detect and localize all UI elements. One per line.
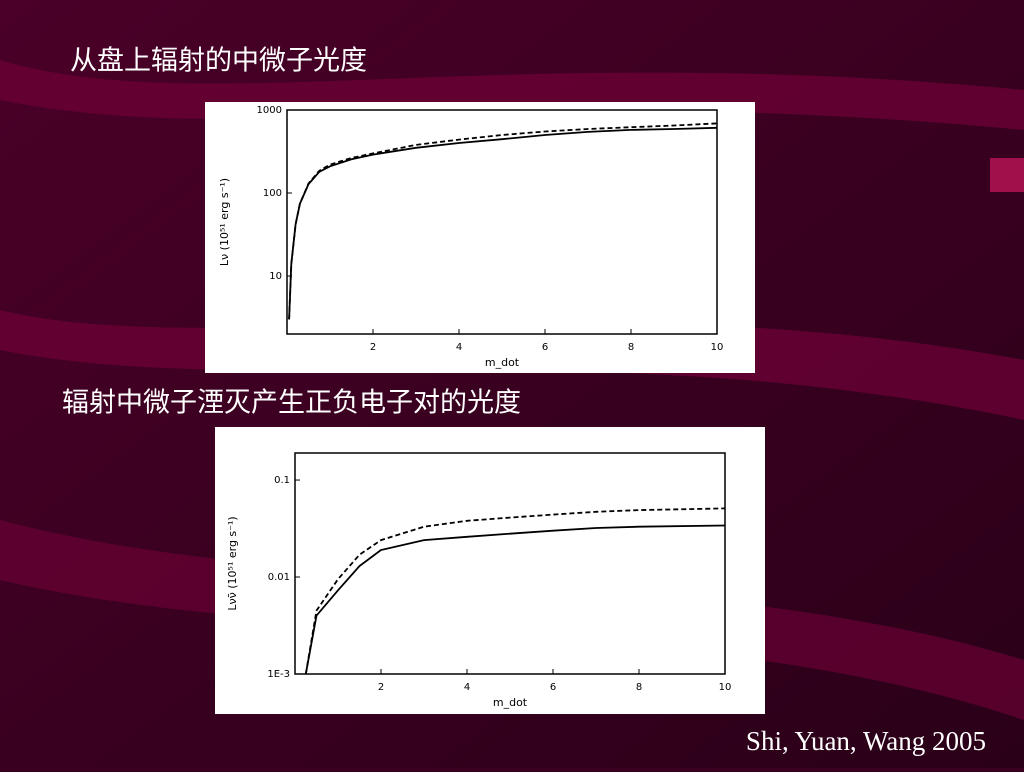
slide-heading: 从盘上辐射的中微子光度 [70, 46, 367, 77]
y-tick-label: 100 [263, 188, 282, 199]
y-axis-label: Lνν̄ (10⁵¹ erg s⁻¹) [226, 516, 239, 610]
credit: Shi, Yuan, Wang 2005 [746, 726, 986, 756]
series-line [288, 122, 718, 320]
x-tick-label: 4 [456, 342, 462, 353]
x-tick-label: 8 [628, 342, 634, 353]
y-tick-label: 0.01 [268, 572, 290, 583]
x-tick-label: 4 [464, 682, 470, 693]
x-tick-label: 6 [550, 682, 556, 693]
x-tick-label: 10 [711, 342, 724, 353]
x-tick-label: 2 [378, 682, 384, 693]
chart-panel [205, 102, 755, 373]
x-tick-label: 6 [542, 342, 548, 353]
chart-panel [215, 427, 765, 714]
x-axis-label: m_dot [493, 696, 528, 709]
series-line [304, 524, 726, 675]
series-line [304, 507, 726, 675]
x-tick-label: 2 [370, 342, 376, 353]
y-tick-label: 10 [269, 271, 282, 282]
y-tick-label: 0.1 [274, 475, 290, 486]
plot-frame [294, 452, 726, 675]
accent [990, 158, 1024, 192]
series-line [288, 126, 718, 320]
slide-heading: 辐射中微子湮灭产生正负电子对的光度 [62, 388, 521, 419]
x-tick-label: 8 [636, 682, 642, 693]
y-tick-label: 1E-3 [267, 669, 290, 680]
y-axis-label: Lν (10⁵¹ erg s⁻¹) [218, 178, 231, 266]
y-tick-label: 1000 [257, 105, 282, 116]
x-axis-label: m_dot [485, 356, 520, 369]
x-tick-label: 10 [719, 682, 732, 693]
plot-frame [286, 109, 718, 335]
